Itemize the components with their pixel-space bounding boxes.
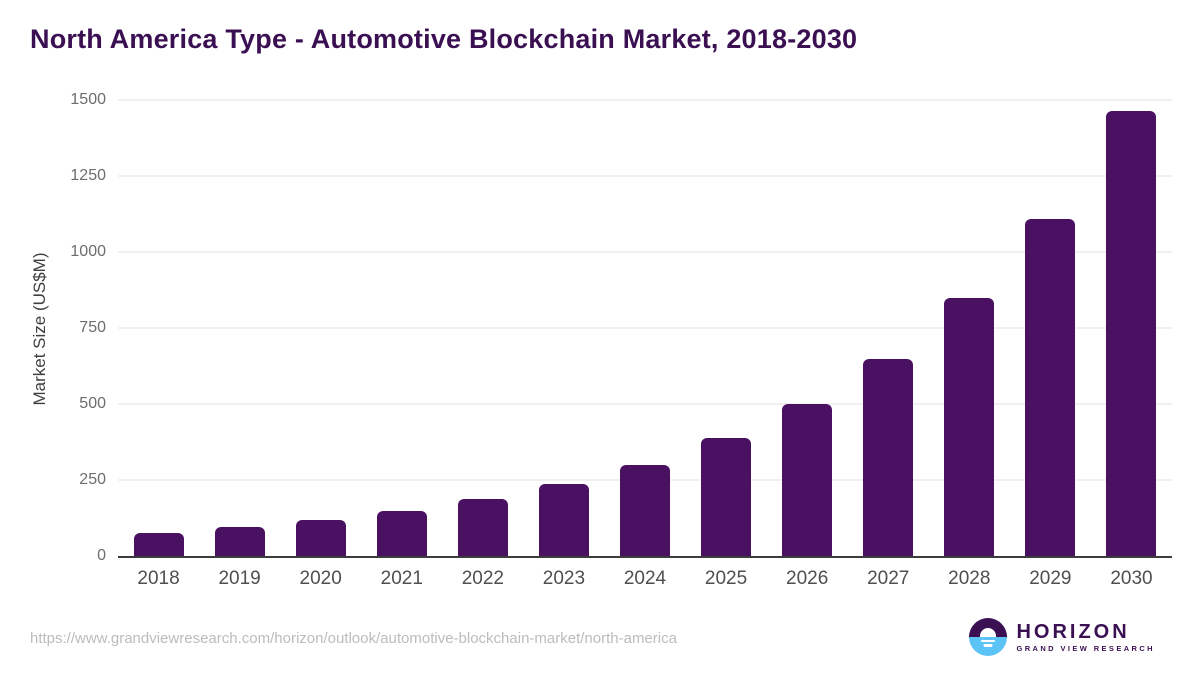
bar-2020 [295,519,346,556]
bar-2022 [457,498,508,556]
bar-2018 [133,533,184,556]
y-tick-label-1250: 1250 [70,167,106,184]
gridline-500 [118,403,1172,405]
bar-2027 [863,359,914,556]
bar-2024 [620,464,670,556]
logo-wordmark: HORIZON [1016,620,1130,643]
x-axis-labels: 2018 2019 2020 2021 2022 2023 2024 2025 2026 2027… [118,568,1172,594]
x-tick-label-2021: 2021 [380,568,423,589]
bar-2028 [944,297,995,556]
gridline-1250 [118,175,1172,177]
x-tick-label-2018: 2018 [137,568,180,589]
gridline-1500 [118,99,1172,101]
x-tick-label-2024: 2024 [623,568,667,589]
gridline-1000 [118,251,1172,253]
bar-2025 [701,438,752,556]
bar-2021 [376,510,427,556]
y-tick-label-500: 500 [79,395,106,412]
gridline-750 [118,327,1172,329]
x-tick-label-2025: 2025 [704,568,748,589]
x-tick-label-2023: 2023 [542,568,586,589]
reflection-line-1 [981,639,996,642]
x-tick-label-2022: 2022 [461,568,504,589]
horizon-logo: HORIZON GRAND VIEW RESEARCH [969,618,1155,656]
logo-text: HORIZON GRAND VIEW RESEARCH [1016,622,1155,653]
y-axis-ticks: 0 250 500 750 1000 1250 1500 [0,91,106,564]
y-tick-label-1500: 1500 [70,91,106,108]
sun-horizon-icon [969,618,1008,656]
x-tick-label-2026: 2026 [786,568,829,589]
x-tick-label-2030: 2030 [1110,568,1153,589]
sun-dome-shape [980,628,997,637]
bar-2023 [538,483,589,556]
x-tick-label-2020: 2020 [299,568,342,589]
x-tick-label-2019: 2019 [218,568,261,589]
bar-2030 [1106,110,1157,556]
y-tick-label-750: 750 [79,319,106,336]
y-tick-label-1000: 1000 [70,243,106,260]
bar-2029 [1025,218,1076,556]
plot-area [118,99,1172,558]
y-tick-label-250: 250 [79,471,106,488]
source-url: https://www.grandviewresearch.com/horizo… [30,630,677,647]
chart-title: North America Type - Automotive Blockcha… [30,24,858,54]
x-tick-label-2029: 2029 [1029,568,1072,589]
y-tick-label-0: 0 [97,547,106,564]
reflection-line-2 [983,644,993,647]
x-tick-label-2028: 2028 [948,568,991,589]
logo-subtitle: GRAND VIEW RESEARCH [1016,643,1155,653]
bar-2026 [782,404,833,556]
bar-2019 [214,527,265,556]
x-tick-label-2027: 2027 [867,568,910,589]
